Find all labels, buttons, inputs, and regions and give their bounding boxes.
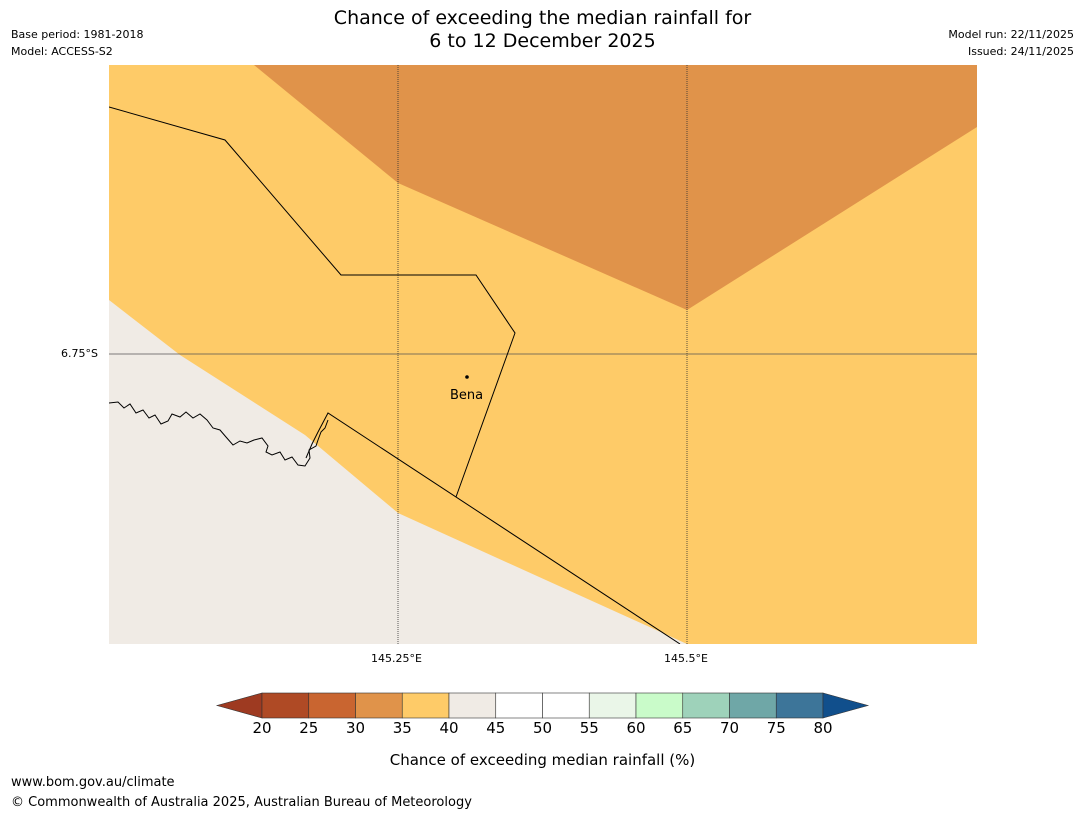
colorbar-swatch <box>308 692 356 719</box>
colorbar-tick-label: 65 <box>673 719 693 737</box>
province-boundary <box>109 106 516 498</box>
lon-label-2: 145.5°E <box>664 652 708 665</box>
colorbar-tick-label: 45 <box>486 719 506 737</box>
town-marker <box>465 375 469 379</box>
colorbar-tick-label: 40 <box>439 719 459 737</box>
title-line-2: 6 to 12 December 2025 <box>429 30 656 52</box>
chart-title: Chance of exceeding the median rainfall … <box>0 7 1085 53</box>
colorbar-swatch <box>682 692 730 719</box>
colorbar-tick-label: 25 <box>299 719 319 737</box>
colorbar-tick-label: 75 <box>766 719 786 737</box>
colorbar-swatch <box>355 692 403 719</box>
colorbar-tick-label: 60 <box>626 719 646 737</box>
colorbar <box>215 692 870 719</box>
colorbar-swatch <box>588 692 637 719</box>
colorbar-tick-label: 20 <box>252 719 272 737</box>
colorbar-swatch <box>729 692 777 719</box>
colorbar-swatch <box>542 692 590 719</box>
colorbar-tick-label: 35 <box>392 719 412 737</box>
colorbar-tick-label: 70 <box>719 719 740 737</box>
colorbar-tick-label: 50 <box>532 719 553 737</box>
colorbar-tick-label: 30 <box>345 719 366 737</box>
model-run: Model run: 22/11/2025 <box>948 28 1074 41</box>
river <box>109 401 329 467</box>
map-area <box>109 65 977 644</box>
colorbar-swatch <box>775 692 824 719</box>
colorbar-label: Chance of exceeding median rainfall (%) <box>389 751 696 769</box>
colorbar-swatch <box>448 692 497 719</box>
colorbar-tick-label: 55 <box>579 719 599 737</box>
title-line-1: Chance of exceeding the median rainfall … <box>333 7 752 29</box>
province-boundary-south <box>305 412 681 644</box>
lon-label-1: 145.25°E <box>371 652 422 665</box>
colorbar-arrow-left <box>215 692 263 719</box>
colorbar-tick-label: 80 <box>813 719 833 737</box>
colorbar-swatch <box>495 692 543 719</box>
colorbar-swatch <box>635 692 684 719</box>
meta-right: Model run: 22/11/2025 Issued: 24/11/2025 <box>948 26 1074 60</box>
place-label: Bena <box>450 388 484 403</box>
colorbar-arrow-right <box>822 692 870 719</box>
band-40-45 <box>109 300 687 644</box>
footer-url[interactable]: www.bom.gov.au/climate <box>11 775 175 790</box>
colorbar-swatch <box>261 692 310 719</box>
footer-copyright: © Commonwealth of Australia 2025, Austra… <box>11 795 472 810</box>
issued-date: Issued: 24/11/2025 <box>967 45 1074 58</box>
band-30-35 <box>254 65 977 310</box>
colorbar-swatch <box>401 692 450 719</box>
lat-label: 6.75°S <box>61 347 98 360</box>
model-name: Model: ACCESS-S2 <box>11 45 113 58</box>
base-period: Base period: 1981-2018 <box>11 28 144 41</box>
meta-left: Base period: 1981-2018 Model: ACCESS-S2 <box>11 26 143 60</box>
